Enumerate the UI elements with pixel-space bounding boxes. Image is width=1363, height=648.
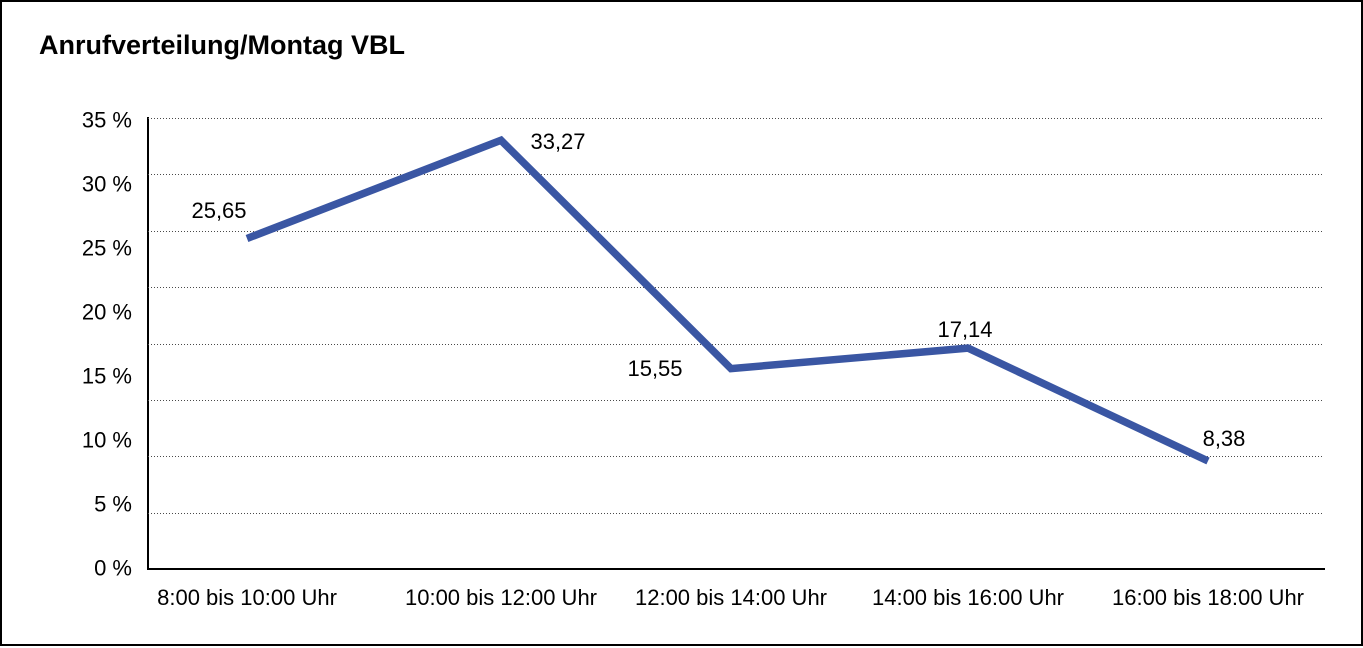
x-tick-label: 10:00 bis 12:00 Uhr [404, 585, 598, 610]
y-tick-label: 20 % [81, 299, 132, 325]
gridline [148, 174, 1324, 176]
y-tick-label: 0 % [94, 555, 132, 581]
data-point-label: 15,55 [627, 355, 683, 381]
y-tick-label: 5 % [94, 491, 132, 517]
gridline [148, 230, 1324, 232]
y-tick-label: 35 % [81, 107, 132, 133]
y-tick-label: 15 % [81, 363, 132, 389]
data-point-label: 17,14 [937, 317, 993, 343]
gridline [148, 456, 1324, 458]
gridline [148, 512, 1324, 514]
x-tick-label: 14:00 bis 16:00 Uhr [871, 585, 1065, 610]
data-point-label: 25,65 [191, 197, 247, 223]
chart-title: Anrufverteilung/Montag VBL [39, 30, 405, 60]
gridline [148, 118, 1324, 119]
gridline [148, 343, 1324, 345]
x-axis-line [147, 568, 1325, 570]
x-tick-label: 8:00 bis 10:00 Uhr [157, 585, 337, 610]
data-point-label: 8,38 [1202, 426, 1246, 451]
y-tick-label: 30 % [81, 171, 132, 197]
gridline [148, 399, 1324, 401]
line-series-path [245, 135, 1210, 465]
gridline [148, 287, 1324, 289]
y-tick-label: 25 % [81, 235, 132, 261]
x-tick-label: 12:00 bis 14:00 Uhr [634, 585, 828, 610]
x-tick-label: 16:00 bis 18:00 Uhr [1111, 585, 1305, 610]
data-point-label: 33,27 [530, 129, 586, 155]
y-tick-label: 10 % [81, 427, 132, 453]
